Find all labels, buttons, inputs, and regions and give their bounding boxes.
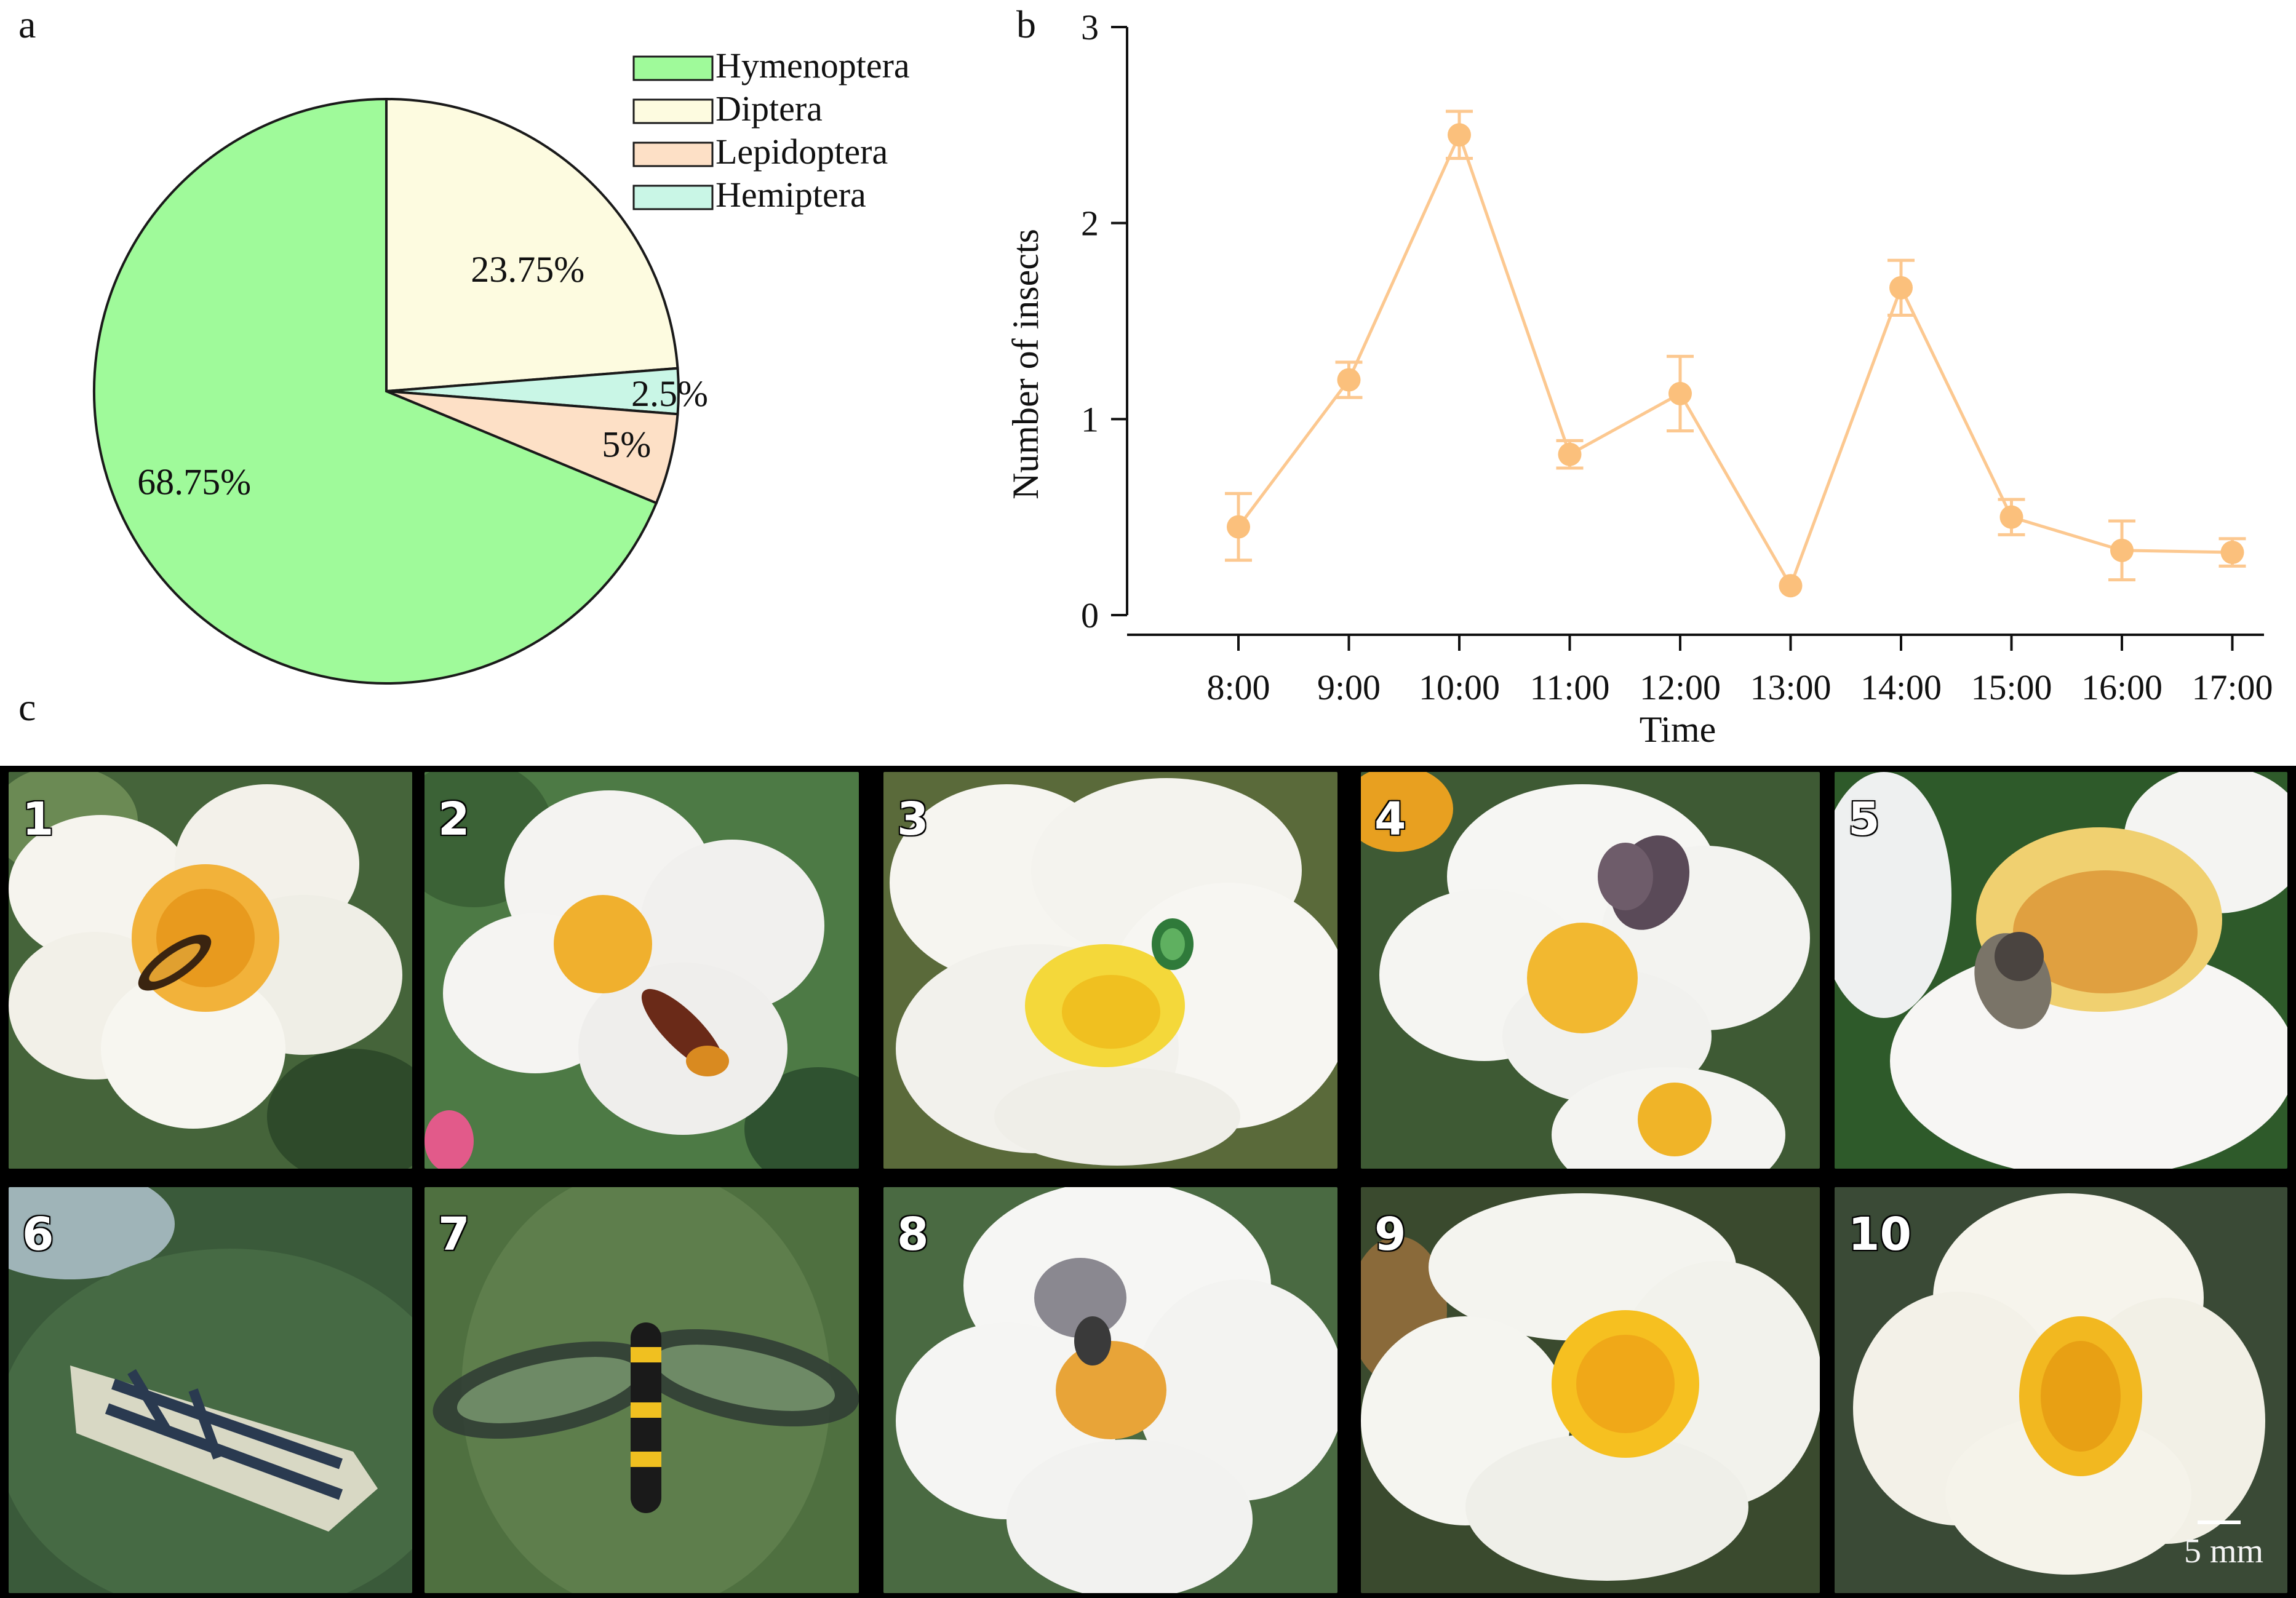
x-tick-label-0: 8:00: [1206, 667, 1270, 707]
photo-5-image: [1835, 772, 2287, 1169]
photo-2-number: 2: [438, 793, 470, 846]
pie-label-hymenoptera: 68.75%: [137, 461, 251, 502]
panel-label-b: b: [1016, 2, 1036, 46]
data-point-13-00: [1779, 574, 1803, 598]
line-chart: 0 1 2 3 8:00 9:00 10:00 11:00 12:00 13:00 14:00 15:…: [1005, 7, 2273, 750]
y-tick-label-1: 1: [1081, 399, 1099, 439]
photo-4-image: [1361, 772, 1820, 1169]
photo-6: 6: [9, 1187, 412, 1593]
pie-chart: 23.75% 2.5% 5% 68.75% Hymenoptera DipteraLep…: [92, 46, 910, 685]
data-point-12-00: [1668, 381, 1692, 405]
photo-8-image: [883, 1187, 1337, 1593]
photo-10-number: 10: [1848, 1208, 1911, 1261]
legend-swatch-hemiptera: [632, 185, 714, 210]
photo-5-number: 5: [1848, 793, 1880, 846]
photo-6-number: 6: [22, 1208, 54, 1261]
legend-label-lepidoptera: Lepidoptera: [716, 132, 888, 172]
photo-9-image: [1361, 1187, 1820, 1593]
x-tick-label-2: 10:00: [1419, 667, 1500, 707]
legend-label-hemiptera: Hemiptera: [716, 175, 866, 215]
photo-4: 4: [1361, 772, 1820, 1169]
photo-10: 10 5 mm: [1835, 1187, 2287, 1593]
photo-1-image: [9, 772, 412, 1169]
photo-2: 2: [425, 772, 859, 1169]
photo-grid: 1 2 3: [0, 766, 2296, 1598]
x-tick-label-1: 9:00: [1317, 667, 1381, 707]
photo-9: 9: [1361, 1187, 1820, 1593]
legend-label-diptera: Diptera: [716, 89, 823, 129]
photo-5: 5: [1835, 772, 2287, 1169]
data-point-15-00: [1999, 505, 2023, 529]
data-point-11-00: [1558, 442, 1582, 466]
pie-slice-lepidoptera: [386, 390, 679, 505]
pie-label-hemiptera: 2.5%: [631, 373, 708, 414]
pie-slice-diptera: [385, 97, 679, 393]
panel-label-c: c: [18, 685, 36, 729]
x-tick-label-8: 16:00: [2081, 667, 2162, 707]
x-tick-label-7: 15:00: [1971, 667, 2052, 707]
photo-3-image: [883, 772, 1337, 1169]
data-point-8-00: [1227, 515, 1250, 539]
x-axis-title: Time: [1640, 709, 1716, 750]
data-point-10-00: [1448, 123, 1471, 147]
photo-3-number: 3: [897, 793, 929, 846]
photo-4-number: 4: [1374, 793, 1406, 846]
x-tick-label-5: 13:00: [1750, 667, 1831, 707]
photo-7-number: 7: [438, 1208, 470, 1261]
photo-7-image: [425, 1187, 859, 1593]
photo-6-image: [9, 1187, 412, 1593]
series-line: [1237, 130, 2233, 590]
x-tick-label-6: 14:00: [1860, 667, 1942, 707]
pie-label-lepidoptera: 5%: [602, 424, 651, 464]
legend-swatch-lepidoptera: [632, 141, 714, 167]
y-tick-label-2: 2: [1081, 204, 1099, 244]
photo-2-image: [425, 772, 859, 1169]
legend-label-hymenoptera: Hymenoptera: [716, 46, 910, 85]
pie-label-diptera: 23.75%: [471, 249, 584, 290]
photo-8-number: 8: [897, 1208, 929, 1261]
legend-swatch-hymenoptera: [632, 55, 714, 81]
x-tick-label-4: 12:00: [1640, 667, 1721, 707]
legend-swatch-diptera: [632, 98, 714, 124]
x-tick-label-9: 17:00: [2191, 667, 2273, 707]
data-point-16-00: [2110, 538, 2134, 562]
photo-10-image: [1835, 1187, 2287, 1593]
data-point-14-00: [1889, 276, 1913, 300]
scale-bar-label: 5 mm: [2184, 1532, 2264, 1570]
panel-label-a: a: [18, 2, 36, 46]
photo-9-number: 9: [1374, 1208, 1406, 1261]
data-point-9-00: [1337, 368, 1361, 392]
x-tick-label-3: 11:00: [1530, 667, 1610, 707]
photo-3: 3: [883, 772, 1337, 1169]
y-tick-label-3: 3: [1081, 7, 1099, 47]
y-axis-title: Number of insects: [1005, 229, 1046, 499]
photo-1-number: 1: [22, 793, 54, 846]
pie-slice-hymenoptera: [92, 97, 658, 685]
y-tick-label-0: 0: [1081, 595, 1099, 635]
photo-7: 7: [425, 1187, 859, 1593]
photo-1: 1: [9, 772, 412, 1169]
data-point-17-00: [2220, 541, 2244, 565]
photo-8: 8: [883, 1187, 1337, 1593]
